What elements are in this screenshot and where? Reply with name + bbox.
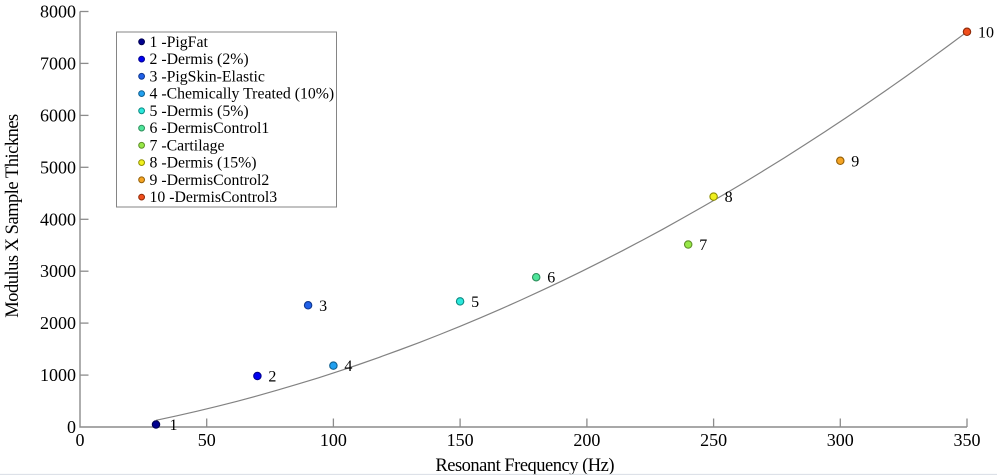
svg-text:8 -Dermis (15%): 8 -Dermis (15%) <box>150 155 257 172</box>
svg-text:8000: 8000 <box>40 2 76 22</box>
svg-text:4000: 4000 <box>40 209 76 229</box>
svg-text:300: 300 <box>827 430 854 450</box>
svg-text:5 -Dermis (5%): 5 -Dermis (5%) <box>150 103 249 120</box>
svg-text:4: 4 <box>344 358 352 375</box>
svg-text:350: 350 <box>954 430 981 450</box>
svg-text:10: 10 <box>978 24 994 41</box>
svg-text:0: 0 <box>76 430 85 450</box>
svg-text:8: 8 <box>725 189 733 206</box>
svg-text:3: 3 <box>319 298 327 315</box>
svg-text:2: 2 <box>268 369 276 386</box>
svg-text:6: 6 <box>547 270 555 287</box>
svg-text:7000: 7000 <box>40 53 76 73</box>
svg-text:5000: 5000 <box>40 157 76 177</box>
svg-text:Resonant Frequency (Hz): Resonant Frequency (Hz) <box>435 456 614 475</box>
svg-text:Modulus X Sample Thicknes: Modulus X Sample Thicknes <box>3 114 23 318</box>
svg-text:2000: 2000 <box>40 313 76 333</box>
svg-text:150: 150 <box>447 430 474 450</box>
svg-text:6 -DermisControl1: 6 -DermisControl1 <box>150 120 270 137</box>
svg-text:1000: 1000 <box>40 365 76 385</box>
svg-text:7 -Cartilage: 7 -Cartilage <box>150 137 225 154</box>
svg-text:100: 100 <box>320 430 347 450</box>
svg-text:4 -Chemically Treated (10%): 4 -Chemically Treated (10%) <box>150 86 335 103</box>
svg-text:9 -DermisControl2: 9 -DermisControl2 <box>150 172 270 189</box>
svg-text:3 -PigSkin-Elastic: 3 -PigSkin-Elastic <box>150 68 265 85</box>
svg-text:50: 50 <box>198 430 216 450</box>
svg-text:10 -DermisControl3: 10 -DermisControl3 <box>150 189 278 206</box>
svg-text:0: 0 <box>67 417 76 437</box>
svg-text:1: 1 <box>170 417 178 434</box>
svg-text:2 -Dermis (2%): 2 -Dermis (2%) <box>150 51 249 68</box>
svg-text:250: 250 <box>700 430 727 450</box>
svg-text:9: 9 <box>851 153 859 170</box>
svg-text:5: 5 <box>471 294 479 311</box>
svg-text:7: 7 <box>699 237 707 254</box>
svg-text:3000: 3000 <box>40 261 76 281</box>
svg-text:200: 200 <box>573 430 600 450</box>
svg-text:1 -PigFat: 1 -PigFat <box>150 34 209 51</box>
svg-text:6000: 6000 <box>40 105 76 125</box>
